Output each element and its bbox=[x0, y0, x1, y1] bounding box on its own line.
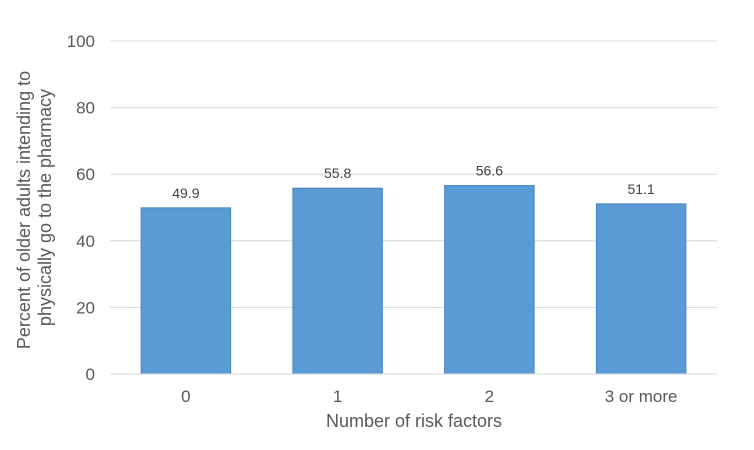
y-tick-label: 100 bbox=[67, 32, 95, 51]
x-axis-ticks: 0 1 2 3 or more bbox=[181, 387, 677, 406]
x-tick-label: 0 bbox=[181, 387, 190, 406]
y-tick-label: 40 bbox=[76, 232, 95, 251]
data-label: 51.1 bbox=[628, 181, 655, 197]
x-axis-title: Number of risk factors bbox=[326, 411, 502, 431]
x-tick-label: 3 or more bbox=[605, 387, 678, 406]
x-tick-label: 1 bbox=[333, 387, 342, 406]
bars bbox=[140, 185, 687, 375]
y-axis-title-line-1: Percent of older adults intending to bbox=[14, 71, 34, 349]
data-label: 49.9 bbox=[172, 185, 199, 201]
bar bbox=[140, 207, 232, 375]
y-tick-label: 0 bbox=[86, 365, 95, 384]
bar bbox=[595, 203, 687, 375]
data-label: 56.6 bbox=[476, 163, 503, 179]
data-label: 55.8 bbox=[324, 165, 351, 181]
y-axis-ticks: 0 20 40 60 80 100 bbox=[67, 32, 95, 384]
y-tick-label: 20 bbox=[76, 298, 95, 317]
data-labels: 49.9 55.8 56.6 51.1 bbox=[172, 163, 655, 201]
bar bbox=[292, 187, 383, 375]
x-tick-label: 2 bbox=[485, 387, 494, 406]
y-axis-title: Percent of older adults intending to phy… bbox=[14, 66, 55, 349]
y-axis-title-line-2: physically go to the pharmacy bbox=[35, 89, 55, 326]
y-tick-label: 80 bbox=[76, 99, 95, 118]
bar bbox=[444, 185, 535, 375]
y-tick-label: 60 bbox=[76, 165, 95, 184]
